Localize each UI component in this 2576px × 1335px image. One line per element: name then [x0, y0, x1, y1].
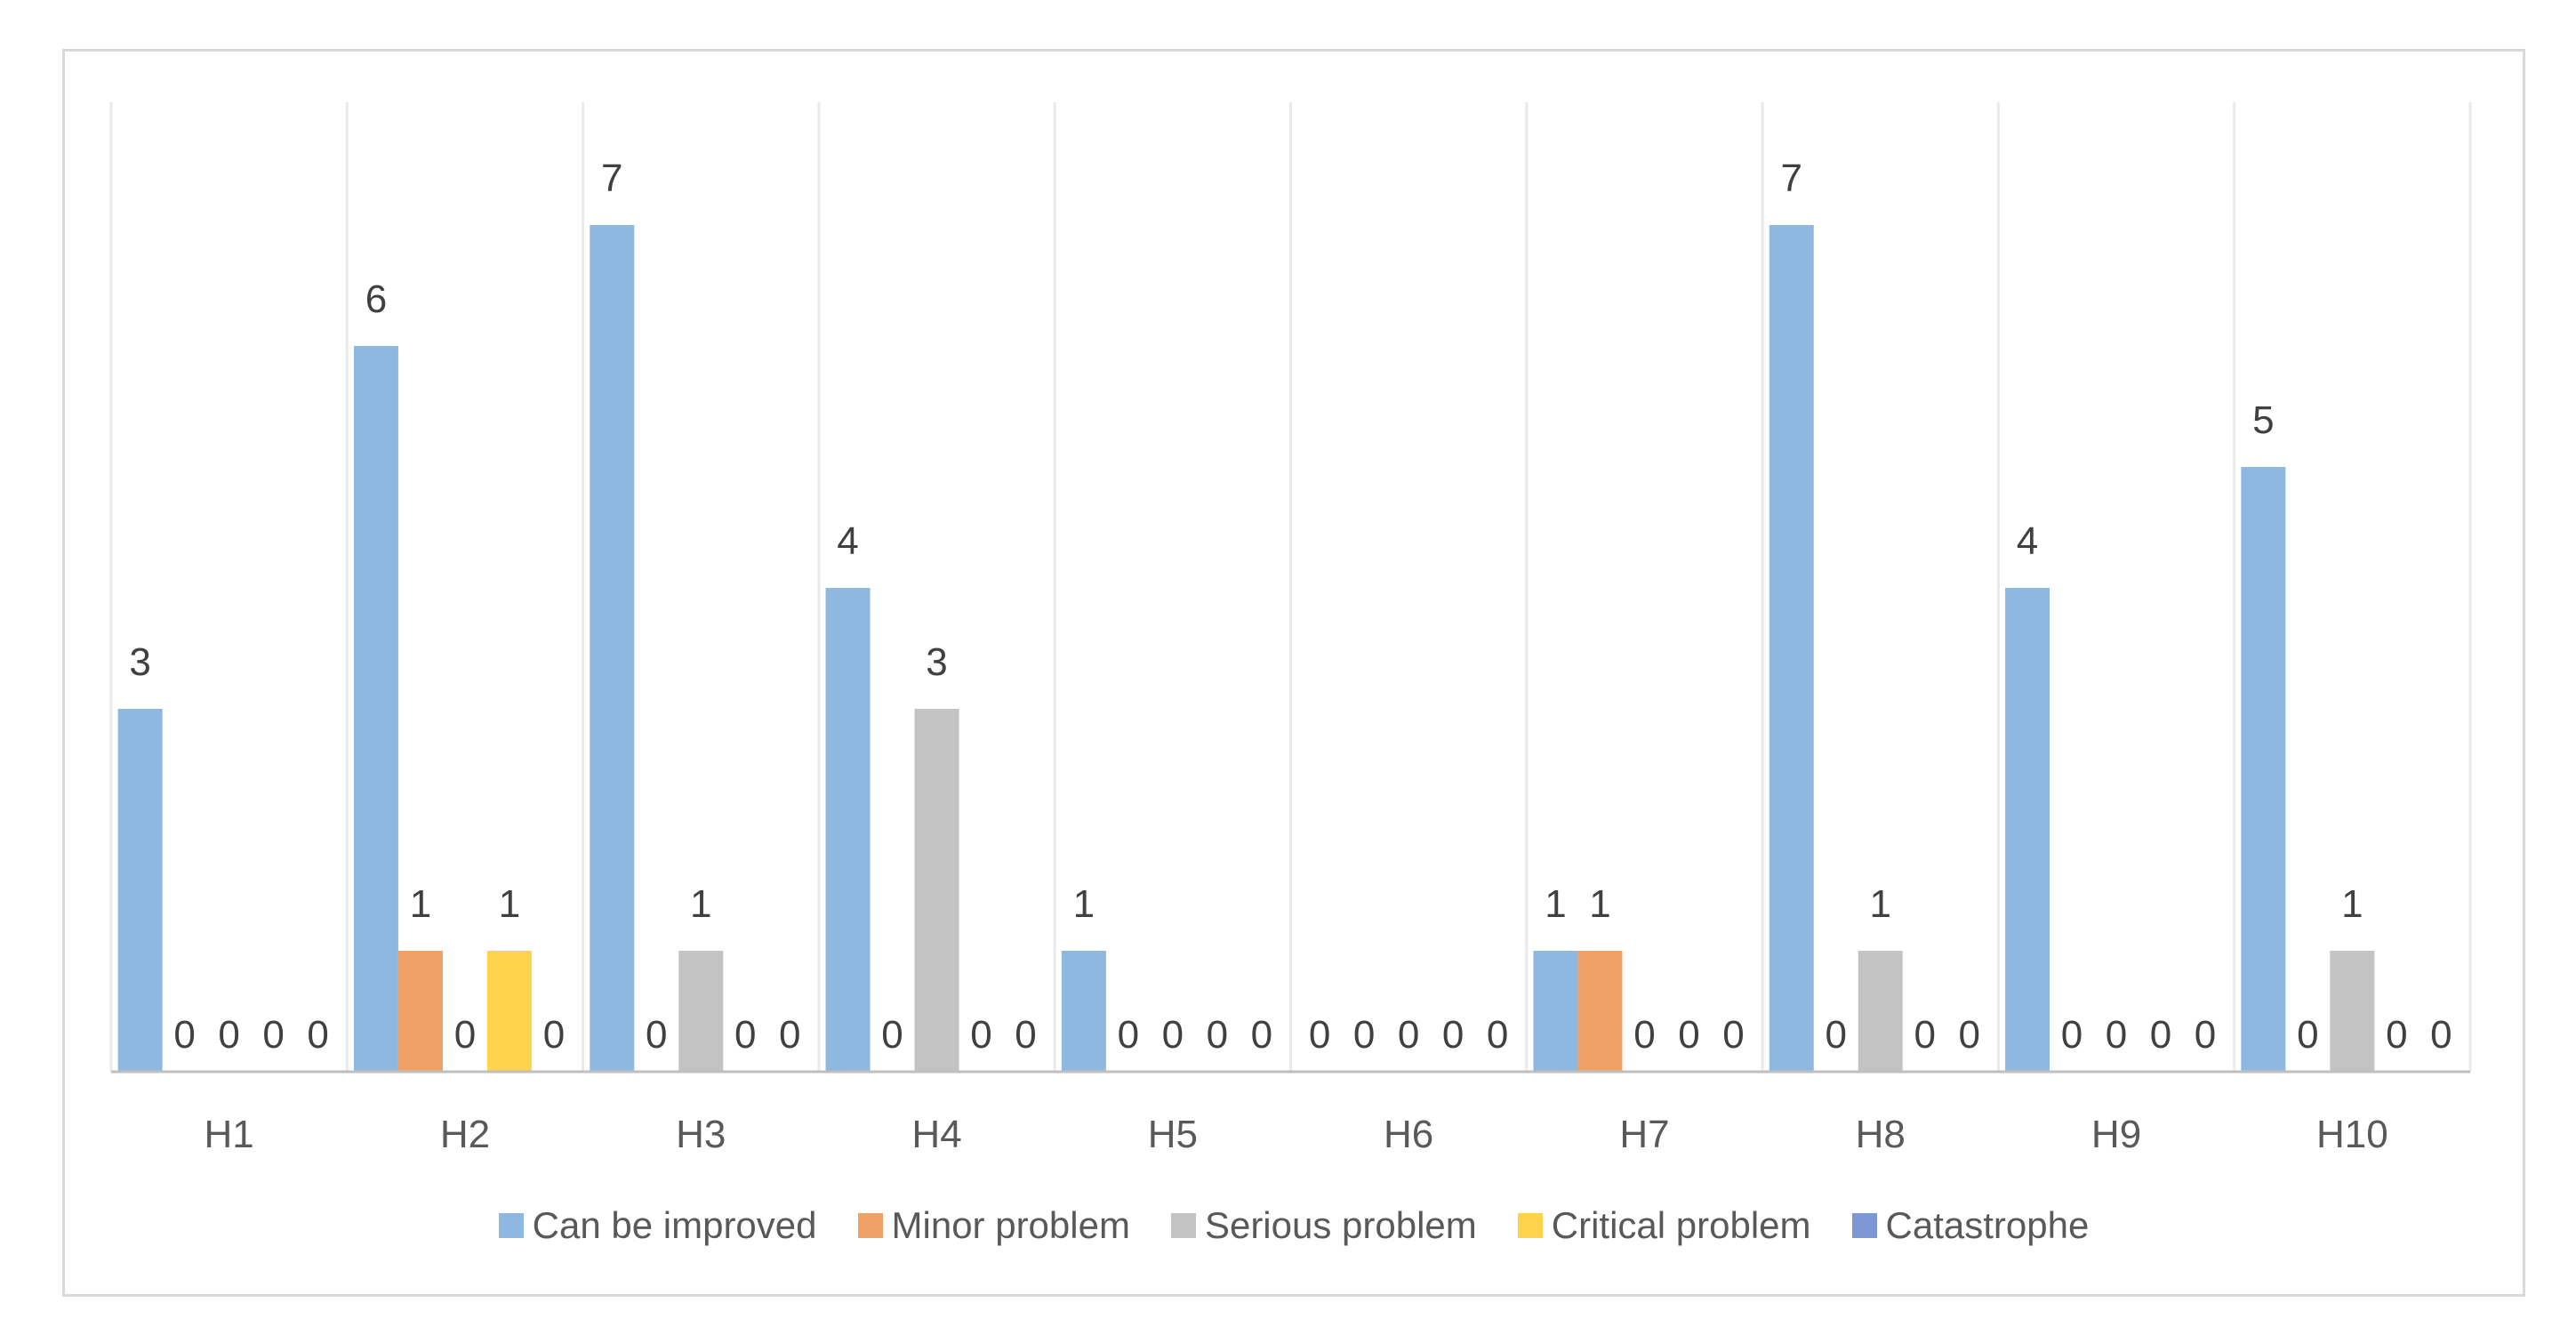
data-label: 0 [1914, 1013, 1936, 1057]
bar [1061, 951, 1106, 1072]
data-label: 0 [1678, 1013, 1699, 1057]
data-label: 0 [734, 1013, 756, 1057]
legend-swatch-critical-problem-icon [1517, 1213, 1543, 1238]
data-label: 0 [1442, 1013, 1464, 1057]
data-label: 0 [1633, 1013, 1655, 1057]
data-label: 0 [262, 1013, 284, 1057]
bar [825, 588, 871, 1072]
data-label: 3 [129, 640, 150, 684]
data-label: 4 [2017, 519, 2038, 563]
legend-swatch-can-be-improved-icon [498, 1213, 524, 1238]
data-label: 0 [2106, 1013, 2127, 1057]
legend-swatch-serious-problem-icon [1170, 1213, 1196, 1238]
legend-item-serious-problem: Serious problem [1170, 1204, 1477, 1247]
data-label: 0 [1309, 1013, 1330, 1057]
legend-label: Can be improved [532, 1204, 817, 1246]
data-label: 0 [543, 1013, 565, 1057]
bar [678, 951, 724, 1072]
data-label: 1 [1545, 882, 1566, 926]
bar [2005, 588, 2050, 1072]
legend-label: Serious problem [1204, 1204, 1477, 1246]
data-label: 6 [365, 277, 387, 321]
bar [1858, 951, 1903, 1072]
x-axis-label: H10 [2316, 1113, 2388, 1156]
data-label: 0 [1398, 1013, 1419, 1057]
data-label: 0 [1722, 1013, 1744, 1057]
data-label: 1 [2341, 882, 2363, 926]
data-label: 1 [690, 882, 711, 926]
bar [2241, 467, 2286, 1072]
data-label: 0 [2297, 1013, 2318, 1057]
data-label: 0 [1207, 1013, 1228, 1057]
legend-item-minor-problem: Minor problem [857, 1204, 1130, 1247]
data-label: 0 [1487, 1013, 1508, 1057]
legend-item-catastrophe: Catastrophe [1851, 1204, 2090, 1247]
data-label: 0 [646, 1013, 667, 1057]
legend-label: Catastrophe [1885, 1204, 2090, 1246]
chart-frame [62, 49, 2525, 1297]
data-label: 0 [1251, 1013, 1272, 1057]
data-label: 0 [454, 1013, 476, 1057]
data-label: 0 [2061, 1013, 2082, 1057]
data-label: 0 [2430, 1013, 2452, 1057]
data-label: 0 [307, 1013, 328, 1057]
x-axis-label: H8 [1856, 1113, 1906, 1156]
data-label: 7 [1781, 157, 1802, 200]
data-label: 0 [2195, 1013, 2216, 1057]
bar [1533, 951, 1578, 1072]
data-label: 0 [1959, 1013, 1980, 1057]
data-label: 0 [2386, 1013, 2407, 1057]
data-label: 5 [2252, 398, 2274, 442]
legend-item-critical-problem: Critical problem [1517, 1204, 1811, 1247]
bar [1577, 951, 1623, 1072]
legend-item-can-be-improved: Can be improved [498, 1204, 817, 1247]
data-label: 0 [1015, 1013, 1036, 1057]
legend-label: Minor problem [891, 1204, 1130, 1246]
data-label: 0 [2150, 1013, 2171, 1057]
data-label: 0 [1162, 1013, 1184, 1057]
data-label: 0 [970, 1013, 991, 1057]
x-axis-label: H9 [2091, 1113, 2141, 1156]
data-label: 3 [926, 640, 947, 684]
x-axis-label: H2 [440, 1113, 490, 1156]
x-axis-label: H4 [911, 1113, 961, 1156]
data-label: 0 [218, 1013, 239, 1057]
bar [397, 951, 443, 1072]
data-label: 1 [499, 882, 520, 926]
data-label: 0 [173, 1013, 195, 1057]
data-label: 7 [601, 157, 622, 200]
data-label: 0 [1118, 1013, 1139, 1057]
legend-swatch-minor-problem-icon [857, 1213, 883, 1238]
x-axis-label: H5 [1148, 1113, 1198, 1156]
bar [1769, 225, 1814, 1072]
bar [914, 709, 959, 1072]
x-axis-label: H6 [1384, 1113, 1433, 1156]
x-axis-label: H7 [1619, 1113, 1669, 1156]
data-label: 1 [1073, 882, 1095, 926]
bar [117, 709, 163, 1072]
bar [590, 225, 635, 1072]
data-label: 1 [1870, 882, 1891, 926]
chart-legend: Can be improved Minor problem Serious pr… [62, 1197, 2525, 1254]
data-label: 4 [837, 519, 858, 563]
x-axis-label: H3 [676, 1113, 726, 1156]
legend-swatch-catastrophe-icon [1851, 1213, 1877, 1238]
data-label: 0 [1353, 1013, 1375, 1057]
bar [353, 346, 398, 1072]
x-axis-label: H1 [205, 1113, 254, 1156]
data-label: 1 [410, 882, 431, 926]
data-label: 0 [881, 1013, 903, 1057]
bar [486, 951, 532, 1072]
data-label: 1 [1589, 882, 1610, 926]
data-label: 0 [1826, 1013, 1847, 1057]
bar [2330, 951, 2375, 1072]
legend-label: Critical problem [1551, 1204, 1811, 1246]
data-label: 0 [779, 1013, 800, 1057]
